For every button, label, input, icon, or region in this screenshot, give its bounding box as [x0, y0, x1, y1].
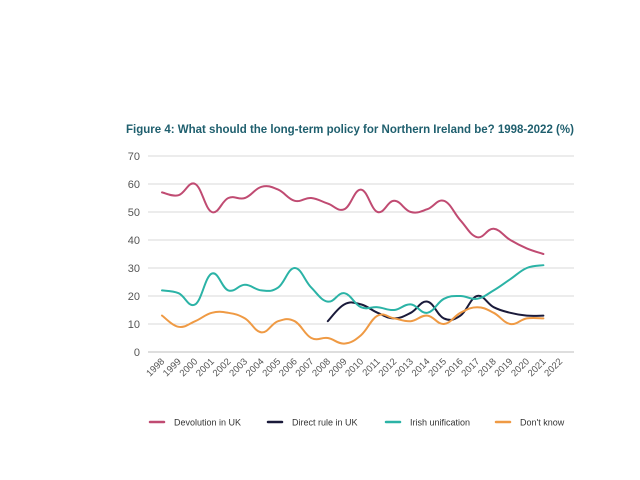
legend-label-don-t-know: Don't know — [520, 418, 565, 428]
x-tick-label-2022: 2022 — [542, 356, 565, 379]
y-tick-label-30: 30 — [128, 263, 140, 275]
y-tick-label-40: 40 — [128, 235, 140, 247]
y-tick-label-70: 70 — [128, 151, 140, 163]
series-line-irish-unification — [161, 264, 545, 314]
y-tick-label-50: 50 — [128, 207, 140, 219]
y-tick-label-20: 20 — [128, 291, 140, 303]
y-tick-label-0: 0 — [134, 347, 140, 359]
series-line-direct-rule-in-uk — [326, 294, 545, 323]
chart-title: Figure 4: What should the long-term poli… — [126, 124, 574, 136]
legend-label-direct-rule-in-uk: Direct rule in UK — [292, 418, 358, 428]
series-line-don-t-know — [161, 306, 545, 345]
y-tick-label-10: 10 — [128, 319, 140, 331]
series-line-devolution-in-uk — [161, 182, 545, 255]
y-tick-label-60: 60 — [128, 179, 140, 191]
legend-label-devolution-in-uk: Devolution in UK — [174, 418, 241, 428]
legend-label-irish-unification: Irish unification — [410, 418, 470, 428]
